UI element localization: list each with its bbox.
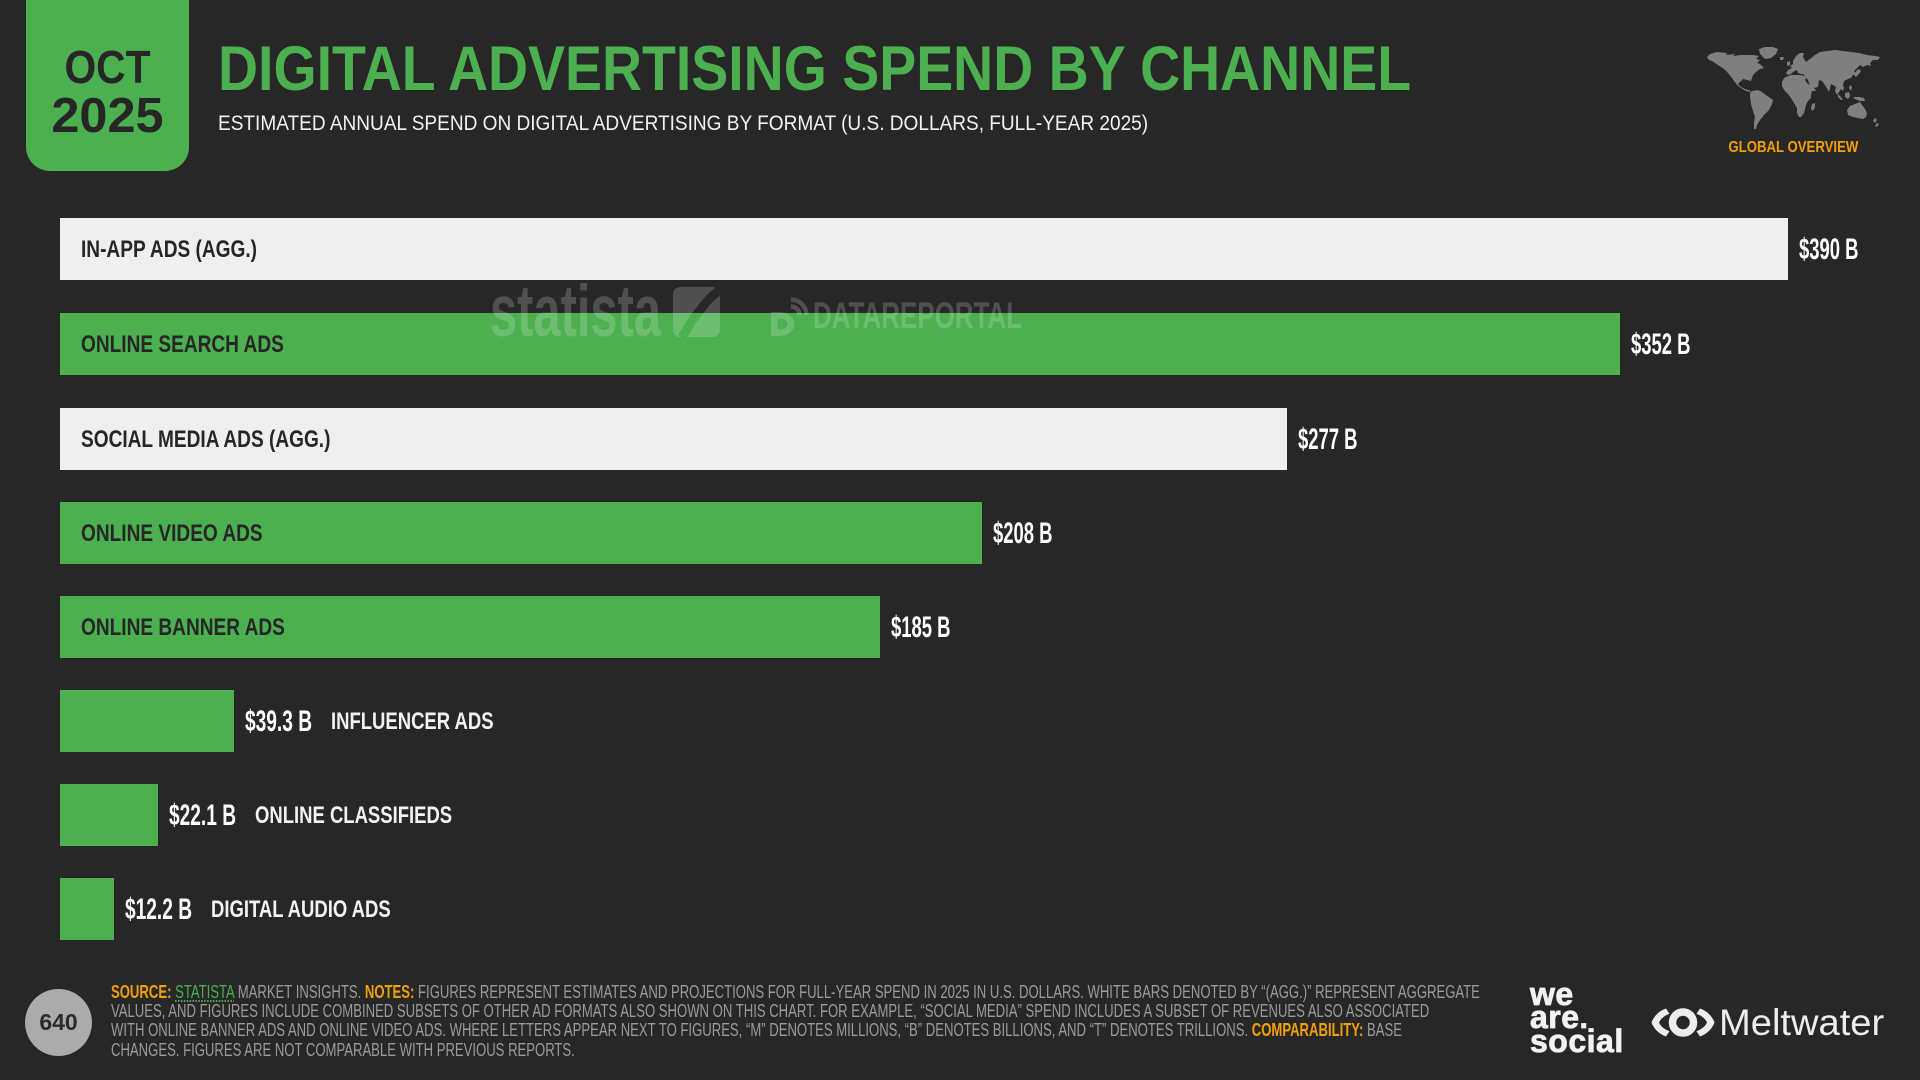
svg-text:statista: statista <box>490 271 662 352</box>
svg-text:DATAREPORTAL: DATAREPORTAL <box>813 295 1022 336</box>
